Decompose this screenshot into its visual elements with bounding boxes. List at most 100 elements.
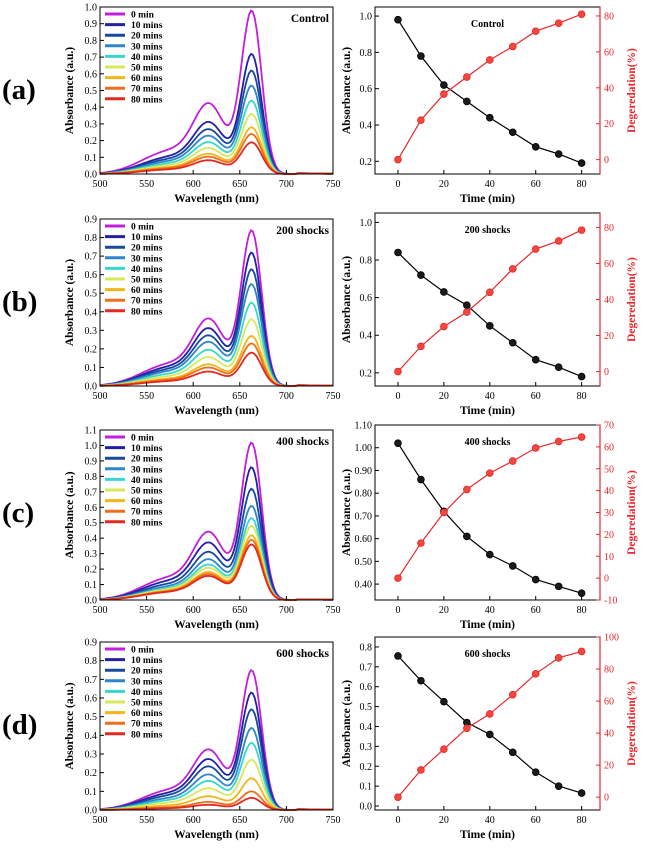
y-tick-label: 0.6	[85, 69, 98, 80]
y2-tick-label: 20	[604, 761, 614, 772]
y-tick-label: 0.9	[85, 638, 98, 649]
series-line-absorbance	[397, 655, 582, 794]
legend-label: 60 mins	[131, 74, 163, 84]
x-tick-label: 650	[232, 605, 247, 616]
y2-tick-label: 80	[604, 223, 614, 234]
y-tick-label: 0.6	[360, 293, 373, 304]
spectrum-line-0-min	[99, 229, 334, 387]
data-point-degeredation	[394, 155, 402, 164]
spectrum-line-20-mins	[99, 708, 334, 811]
spectrum-panel-1: 500 550 600 650 700 750 0.0 0.1 0.2 0.3 0.4 0.5 0.6 0…	[64, 215, 341, 418]
y-tick-label: 0.6	[360, 682, 373, 693]
x-tick-label: 0	[395, 605, 400, 616]
data-point-degeredation	[417, 342, 425, 351]
series-line-degeredation	[397, 229, 582, 373]
panel-title: 600 shocks	[465, 649, 511, 660]
spectrum-line-80-mins	[100, 351, 334, 387]
x-tick-label: 700	[279, 605, 294, 616]
spectrum-line-50-mins	[99, 318, 334, 387]
panel-title: Control	[471, 19, 504, 30]
y2-axis-label: Degeredation(%)	[626, 48, 638, 133]
y-tick-label: 1.00	[355, 443, 373, 454]
legend-label: 0 min	[131, 434, 155, 444]
y2-tick-label: 60	[604, 697, 614, 708]
data-point-absorbance	[577, 789, 586, 797]
legend-label: 10 mins	[131, 444, 163, 454]
data-point-absorbance	[531, 768, 540, 777]
legend-label: 80 mins	[131, 307, 163, 317]
y-axis-label: Absorbance (a.u.)	[341, 256, 353, 343]
panel-title: 400 shocks	[465, 437, 511, 448]
x-tick-label: 20	[439, 391, 449, 402]
y-tick-label: 0.5	[85, 712, 98, 723]
y-tick-label: 0.3	[360, 742, 373, 753]
data-point-absorbance	[508, 128, 517, 137]
data-point-degeredation	[463, 73, 471, 81]
y-tick-label: 0.0	[360, 802, 373, 813]
spectrum-panel-2: 500 550 600 650 700 750 0.0 0.1 0.2 0.3 0.4 0.5 0.6 0…	[64, 426, 341, 632]
data-point-absorbance	[577, 589, 586, 597]
x-tick-label: 600	[186, 179, 201, 190]
y2-tick-label: 30	[604, 508, 614, 519]
x-tick-label: 0	[395, 179, 400, 190]
data-point-degeredation	[394, 367, 402, 376]
y2-tick-label: 60	[604, 47, 614, 58]
x-tick-label: 20	[439, 179, 449, 190]
row-label-c: (c)	[2, 497, 34, 529]
x-tick-label: 500	[93, 815, 108, 826]
data-point-degeredation	[531, 444, 540, 452]
y-tick-label: 1.0	[360, 12, 373, 23]
data-point-degeredation	[577, 226, 586, 234]
series-line-degeredation	[397, 650, 582, 798]
y-tick-label: 0.7	[85, 675, 98, 686]
y-tick-label: 0.5	[360, 702, 373, 713]
plot-frame	[374, 6, 601, 175]
data-point-degeredation	[440, 90, 448, 98]
x-tick-label: 550	[139, 391, 154, 402]
y2-axis-label: Degeredation(%)	[626, 257, 638, 342]
y-tick-label: 0.2	[85, 768, 98, 779]
data-point-absorbance	[463, 97, 471, 106]
y-tick-label: 0.6	[85, 503, 98, 514]
y-tick-label: 0.0	[85, 170, 98, 181]
y-tick-label: 0.4	[85, 103, 98, 114]
legend-label: 10 mins	[131, 656, 163, 666]
row-label-a: (a)	[2, 74, 36, 106]
y2-tick-label: 100	[604, 633, 619, 644]
x-axis-label: Time (min)	[460, 405, 515, 417]
spectrum-line-10-mins	[99, 52, 334, 175]
y2-tick-label: 0	[604, 155, 609, 166]
y-tick-label: 0.8	[85, 36, 98, 47]
data-point-absorbance	[463, 301, 471, 309]
data-point-absorbance	[394, 248, 402, 257]
y-tick-label: 0.4	[85, 307, 98, 318]
data-point-degeredation	[485, 288, 494, 297]
y-tick-label: 0.6	[85, 270, 98, 281]
legend-label: 60 mins	[131, 286, 163, 296]
data-point-absorbance	[440, 288, 448, 296]
y2-tick-label: 40	[604, 295, 614, 306]
data-point-degeredation	[531, 670, 540, 678]
y-tick-label: 0.7	[85, 487, 98, 498]
y2-tick-label: 20	[604, 331, 614, 342]
x-axis-label: Time (min)	[460, 829, 515, 841]
x-tick-label: 600	[186, 391, 201, 402]
legend-label: 10 mins	[131, 233, 163, 243]
data-point-degeredation	[508, 690, 517, 699]
y2-tick-label: 10	[604, 552, 614, 563]
data-point-degeredation	[554, 437, 563, 446]
panel-title: 200 shocks	[276, 225, 329, 237]
series-line-absorbance	[397, 19, 582, 164]
x-tick-label: 80	[577, 815, 587, 826]
y-tick-label: 0.2	[360, 157, 373, 168]
legend-label: 60 mins	[131, 497, 163, 507]
panel-title: 600 shocks	[276, 648, 329, 660]
y-tick-label: 0.1	[360, 782, 373, 793]
data-point-degeredation	[508, 457, 517, 465]
legend-label: 30 mins	[131, 465, 163, 475]
y-tick-label: 0.40	[355, 580, 373, 591]
spectrum-line-10-mins	[99, 251, 334, 387]
panel-title: Control	[291, 13, 329, 25]
x-tick-label: 60	[531, 815, 541, 826]
